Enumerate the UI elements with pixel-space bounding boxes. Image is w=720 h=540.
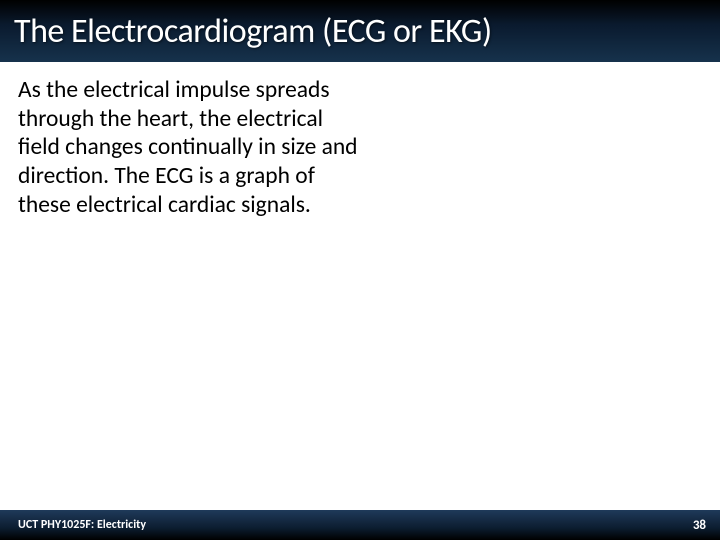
slide-container: The Electrocardiogram (ECG or EKG) As th… (0, 0, 720, 540)
footer-bar: UCT PHY1025F: Electricity 38 (0, 510, 720, 540)
slide-title: The Electrocardiogram (ECG or EKG) (14, 11, 492, 52)
body-text: As the electrical impulse spreads throug… (18, 76, 358, 219)
title-bar: The Electrocardiogram (ECG or EKG) (0, 0, 720, 62)
body-area: As the electrical impulse spreads throug… (0, 62, 720, 510)
page-number: 38 (693, 518, 706, 533)
footer-course-label: UCT PHY1025F: Electricity (18, 518, 146, 532)
